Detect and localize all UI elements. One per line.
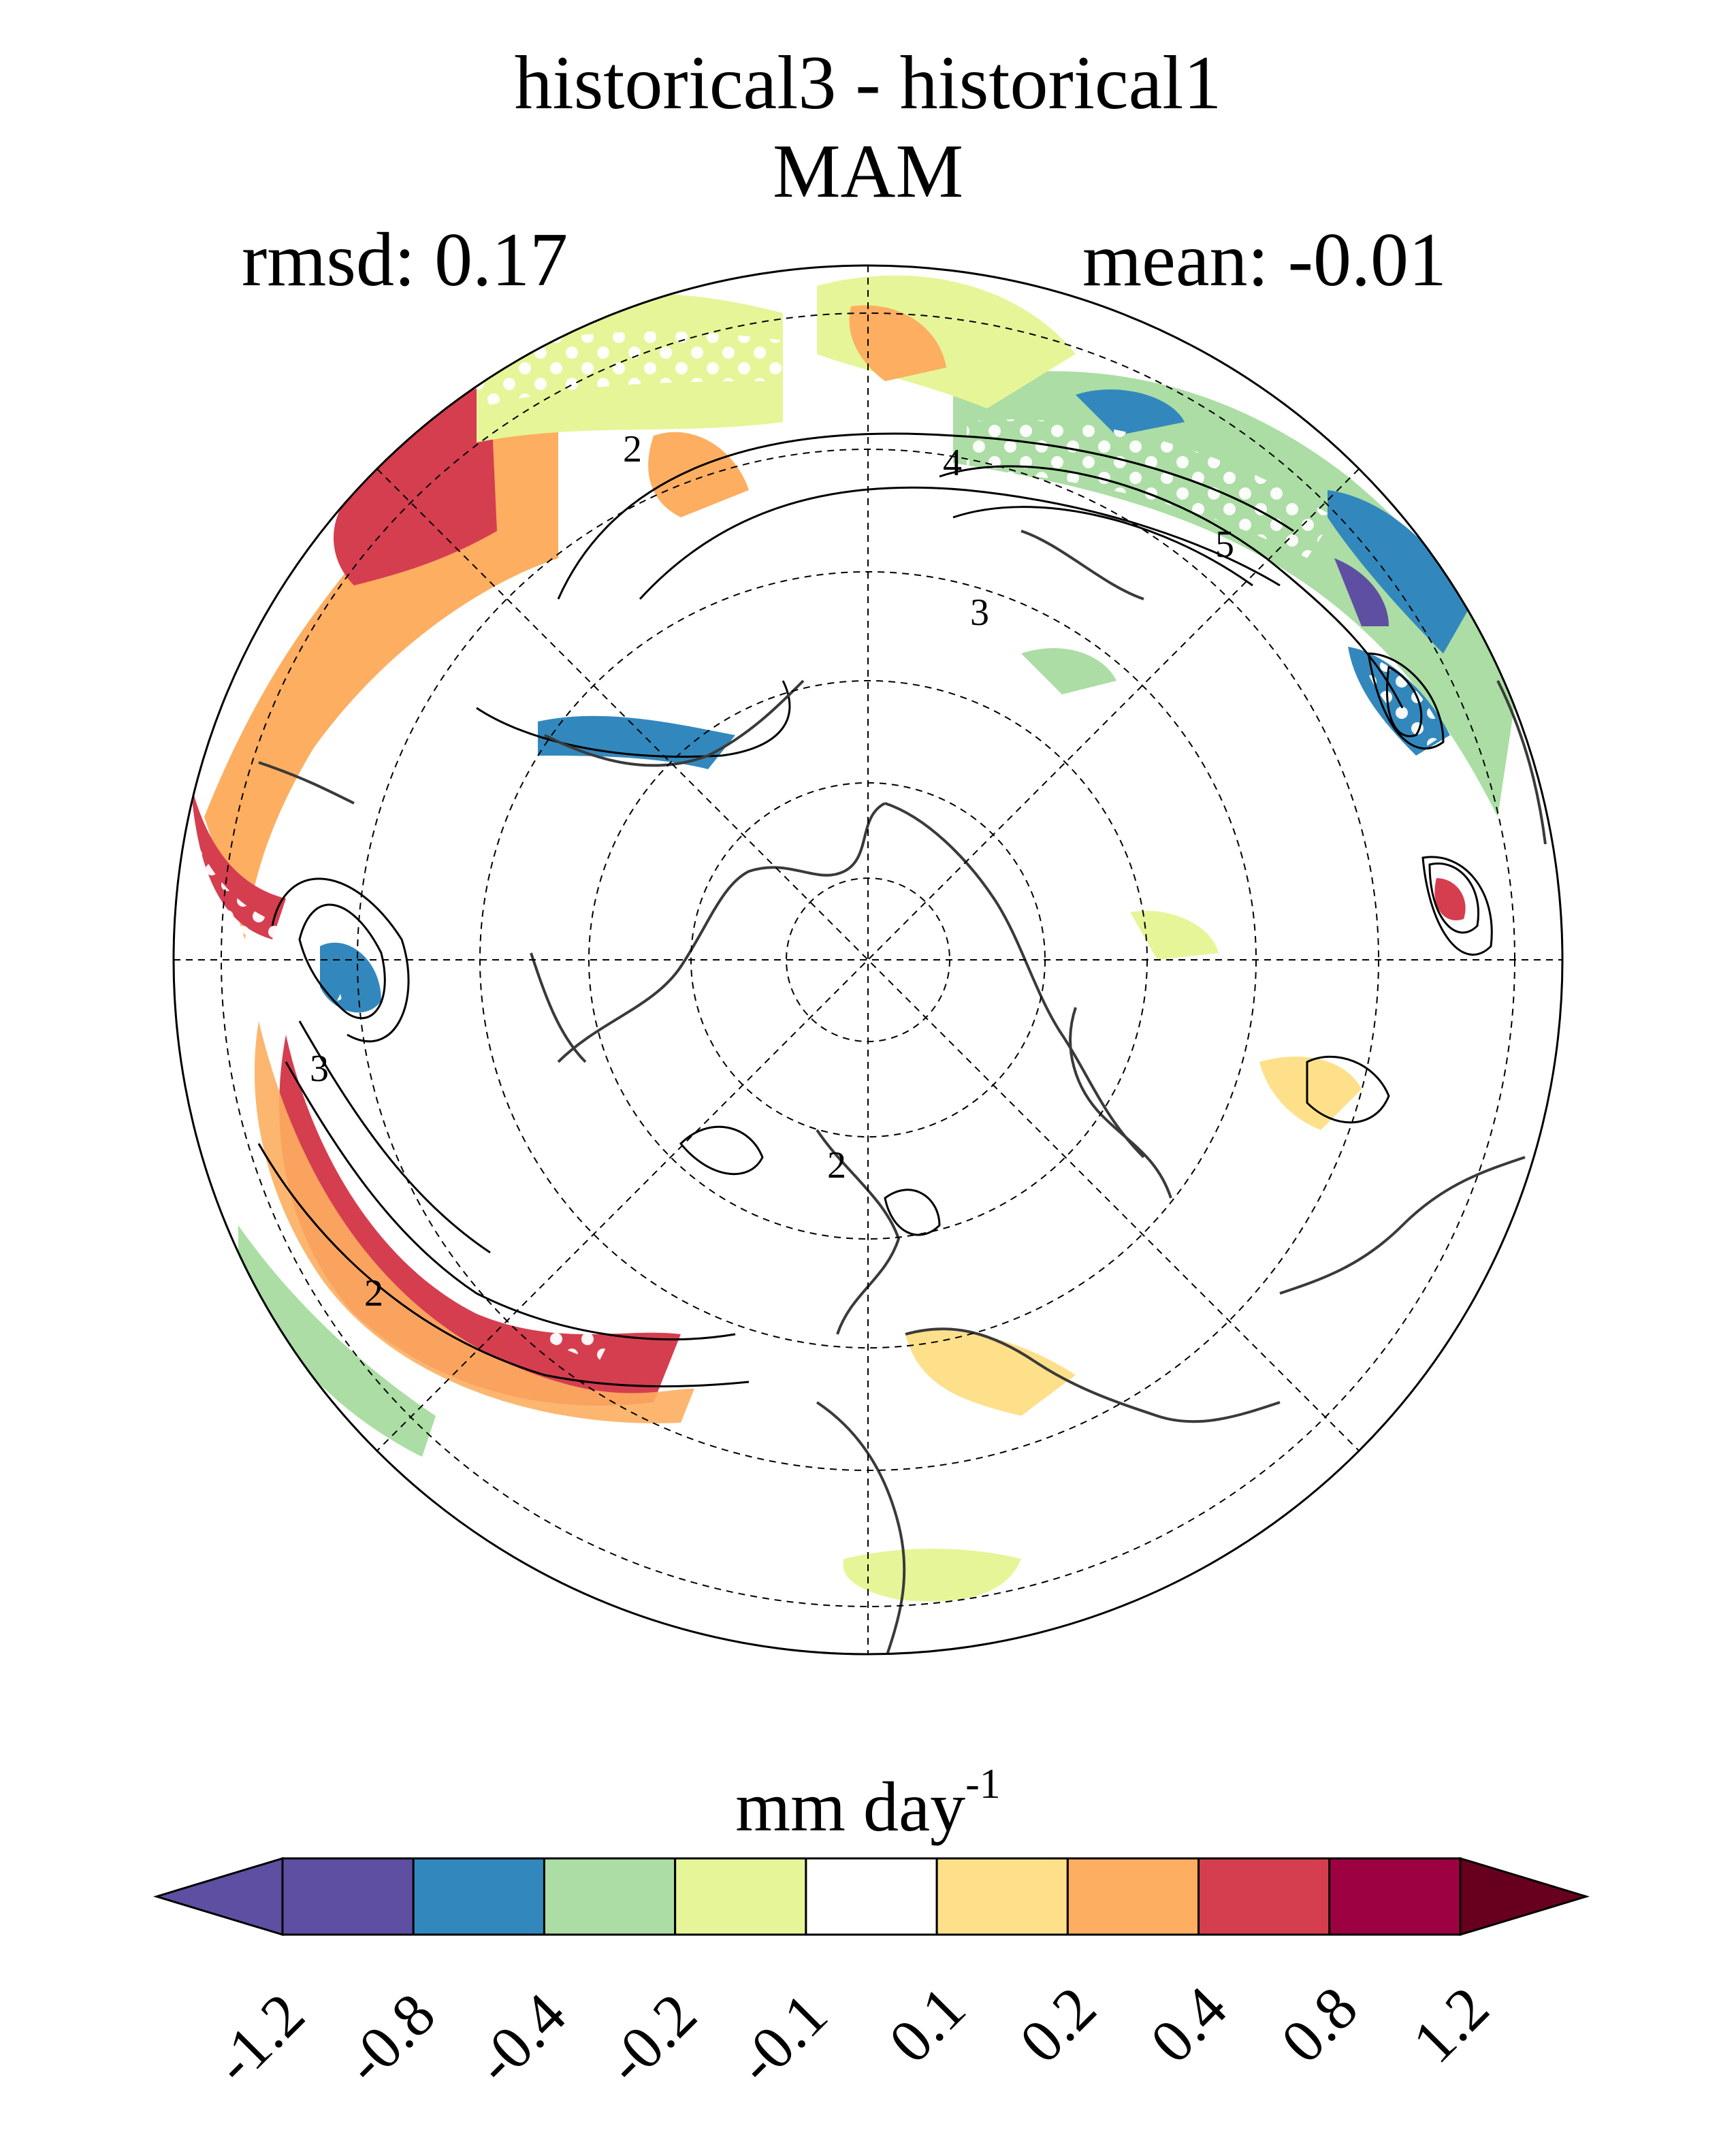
colorbar-box (674, 1857, 807, 1936)
rmsd-label: rmsd: 0.17 (242, 218, 568, 302)
units-base: mm day (735, 1768, 966, 1846)
colorbar-tick-label: 0.8 (1268, 1974, 1371, 2076)
contour-label: 3 (970, 592, 989, 634)
colorbar-high-extension (1459, 1856, 1590, 1937)
mean-label: mean: -0.01 (1082, 218, 1447, 302)
contour-label: 5 (1215, 523, 1234, 566)
significance-stippling (197, 331, 1443, 1361)
colorbar-units: mm day-1 (0, 1763, 1736, 1843)
climatology-contours (257, 432, 1493, 1388)
coastlines (258, 530, 1547, 1654)
colorbar-tick-label: 0.4 (1138, 1974, 1240, 2076)
colorbar-box (1066, 1857, 1200, 1936)
map-disk (174, 265, 1562, 1654)
colorbar-low-extension (152, 1856, 284, 1937)
colorbar-tick-label: -1.2 (201, 1981, 317, 2097)
units-exponent: -1 (965, 1761, 1001, 1807)
colorbar-box (805, 1857, 938, 1936)
title-line2: MAM (772, 129, 964, 214)
colorbar-tick-label: -0.8 (332, 1981, 449, 2097)
colorbar-box (412, 1857, 545, 1936)
colorbar-box (935, 1857, 1069, 1936)
contour-label: 4 (943, 442, 962, 484)
title-line1: historical3 - historical1 (514, 41, 1222, 125)
colorbar-box (543, 1857, 677, 1936)
colorbar-box (281, 1857, 415, 1936)
contour-label: 3 (310, 1048, 329, 1090)
map-boundary (172, 264, 1564, 1656)
contour-label: 2 (364, 1272, 383, 1314)
colorbar-tick-label: -0.2 (593, 1981, 710, 2097)
colorbar-box (1328, 1857, 1462, 1936)
colorbar-tick-label: -0.4 (462, 1981, 579, 2097)
colorbar-tick-label: 1.2 (1400, 1974, 1502, 2076)
polar-map: 2 4 5 3 3 2 2 (172, 264, 1564, 1656)
graticule (174, 265, 1562, 1654)
colorbar-tick-label: 0.1 (876, 1974, 978, 2076)
colorbar (152, 1856, 1590, 1937)
colorbar-tick-label: 0.2 (1007, 1974, 1110, 2076)
contour-label: 2 (827, 1144, 846, 1187)
colorbar-box (1197, 1857, 1331, 1936)
colorbar-tick-label: -0.1 (724, 1981, 841, 2097)
contour-label: 2 (623, 428, 642, 470)
